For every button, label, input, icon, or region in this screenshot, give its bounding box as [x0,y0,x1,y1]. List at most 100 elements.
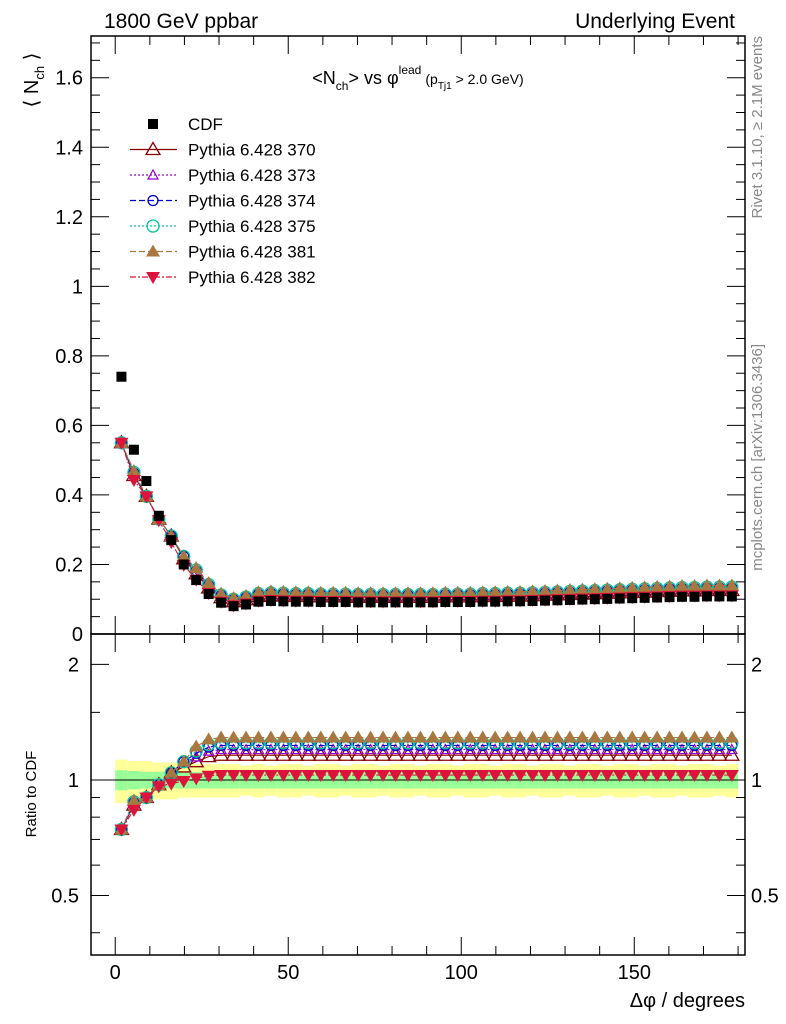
ratio-data-point [724,730,739,743]
ratio-data-point [288,770,303,783]
ratio-data-point [250,746,267,761]
data-point [650,579,665,592]
ratio-data-point [350,746,367,761]
header-right: Underlying Event [575,10,735,33]
data-point-cdf [340,597,351,608]
y-tick-label: 0.2 [55,554,83,576]
y-tick-label: 1.6 [55,68,83,90]
ratio-data-point [562,730,577,743]
series-line [120,442,732,599]
ratio-data-point [251,770,266,783]
ratio-data-point [712,730,727,743]
y-axis-title-ratio: Ratio to CDF [23,751,40,838]
ratio-data-point [387,746,404,761]
legend-marker [146,219,160,233]
data-point [201,576,216,589]
ratio-data-point [450,770,465,783]
data-point [363,586,378,599]
data-point [114,437,129,450]
ratio-y-tick-label-right: 0.5 [751,886,779,908]
ratio-data-point [711,746,728,761]
data-point-cdf [701,591,712,602]
ratio-data-point [151,781,166,794]
ratio-data-point [413,730,428,743]
data-point [513,584,528,597]
ratio-data-point [686,746,703,761]
data-point [226,591,241,604]
data-point [326,585,341,598]
ratio-y-tick-label: 0.5 [51,886,79,908]
ratio-data-point [164,765,179,778]
ratio-data-point [513,770,528,783]
ratio-data-point [325,746,342,761]
data-point [139,491,154,504]
ratio-data-point [625,730,640,743]
data-point-cdf [427,597,438,608]
legend-label: Pythia 6.428 374 [188,192,316,211]
data-point-cdf [639,592,650,603]
ratio-data-point [699,770,714,783]
data-point-cdf [502,596,513,607]
ratio-data-point [326,770,341,783]
ratio-data-point [463,770,478,783]
series-line [120,442,732,601]
header-left: 1800 GeV ppbar [104,10,258,33]
ratio-data-point [699,730,714,743]
data-point-cdf [577,594,588,605]
data-point [724,578,739,591]
x-tick-label: 0 [110,962,121,984]
ratio-data-point [288,730,303,743]
data-point-cdf [440,597,451,608]
ratio-data-point [599,746,616,761]
data-point [263,584,278,597]
ratio-data-point [624,746,641,761]
data-point [126,463,141,476]
data-point-cdf [726,591,737,602]
data-point-cdf [203,589,214,600]
legend-label: Pythia 6.428 375 [188,217,316,236]
ratio-data-point [712,770,727,783]
legend-marker [144,141,162,156]
data-point [276,584,291,597]
data-point-cdf [527,595,538,606]
data-point-cdf [378,597,389,608]
ratio-data-point [189,739,204,752]
ratio-data-point [399,746,417,761]
legend-marker [146,168,160,180]
legend: CDF Pythia 6.428 370 Pythia 6.428 373 Pythi… [130,115,316,287]
data-point-cdf [265,595,276,606]
ratio-data-point [575,730,590,743]
ratio-frame [90,633,746,956]
ratio-data-point [251,730,266,743]
ratio-data-point [488,730,503,743]
ratio-data-point [449,746,466,761]
data-point [712,578,727,591]
y-tick-label: 0.8 [55,346,83,368]
ratio-data-point [412,746,429,761]
ratio-data-point [675,730,690,743]
data-point [338,585,353,598]
legend-marker [148,119,158,129]
data-point-cdf [477,596,488,607]
ratio-data-point [276,770,291,783]
ratio-data-point [625,770,640,783]
data-point-cdf [589,594,600,605]
ratio-data-point [363,770,378,783]
legend-label: Pythia 6.428 370 [188,141,316,160]
ratio-data-point [263,770,278,783]
data-point-cdf [253,596,264,607]
ratio-data-point [499,746,516,761]
ratio-data-point [500,770,515,783]
data-point [625,580,640,593]
side-label-top: Rivet 3.1.10, ≥ 2.1M events [749,36,766,219]
ratio-data-point [351,770,366,783]
data-point [550,583,565,596]
legend-label: Pythia 6.428 382 [188,268,316,287]
ratio-data-point [648,746,666,761]
ratio-data-point [662,730,677,743]
data-point-cdf [315,597,326,608]
data-point-cdf [539,595,550,606]
data-point-cdf [128,444,139,455]
data-point-cdf [328,597,339,608]
ratio-data-point [424,746,442,761]
